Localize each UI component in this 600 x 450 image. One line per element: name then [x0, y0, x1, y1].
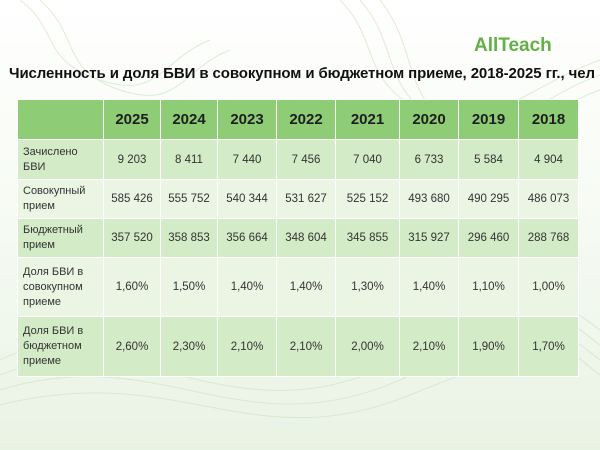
table-cell: 348 604 [276, 218, 336, 258]
table-cell: 540 344 [217, 179, 277, 219]
table-cell: 2,10% [399, 316, 459, 377]
table-cell: 6 733 [399, 139, 459, 180]
row-label: Доля БВИ в совокупном приеме [17, 257, 104, 317]
table-cell: 4 904 [518, 139, 579, 180]
table-cell: 7 440 [217, 139, 277, 180]
table-cell: 357 520 [103, 218, 161, 258]
table-cell: 1,30% [335, 257, 400, 317]
table-cell: 1,90% [458, 316, 519, 377]
table-cell: 1,40% [276, 257, 336, 317]
table-cell: 2,10% [276, 316, 336, 377]
table-cell: 5 584 [458, 139, 519, 180]
table-cell: 1,50% [160, 257, 218, 317]
table-cell: 490 295 [458, 179, 519, 219]
table-cell: 315 927 [399, 218, 459, 258]
table-cell: 1,00% [518, 257, 579, 317]
table-cell: 356 664 [217, 218, 277, 258]
table-cell: 1,40% [217, 257, 277, 317]
year-header: 2018 [518, 99, 579, 140]
row-label: Совокупный прием [17, 179, 104, 219]
table-cell: 2,00% [335, 316, 400, 377]
table-cell: 585 426 [103, 179, 161, 219]
table-cell: 345 855 [335, 218, 400, 258]
row-label: Бюджетный прием [17, 218, 104, 258]
table-cell: 493 680 [399, 179, 459, 219]
year-header: 2022 [276, 99, 336, 140]
table-cell: 296 460 [458, 218, 519, 258]
data-table: 2025 2024 2023 2022 2021 2020 2019 2018 … [17, 99, 579, 377]
table-row: Доля БВИ в бюджетном приеме 2,60% 2,30% … [17, 316, 579, 377]
row-label: Доля БВИ в бюджетном приеме [17, 316, 104, 377]
table-corner-cell [17, 99, 104, 140]
year-header: 2024 [160, 99, 218, 140]
table-cell: 358 853 [160, 218, 218, 258]
table-cell: 288 768 [518, 218, 579, 258]
table-row: Зачислено БВИ 9 203 8 411 7 440 7 456 7 … [17, 139, 579, 180]
table-cell: 486 073 [518, 179, 579, 219]
page-title: Численность и доля БВИ в совокупном и бю… [9, 65, 595, 82]
table-cell: 555 752 [160, 179, 218, 219]
table-cell: 9 203 [103, 139, 161, 180]
table-row: Бюджетный прием 357 520 358 853 356 664 … [17, 218, 579, 258]
table-cell: 8 411 [160, 139, 218, 180]
year-header: 2021 [335, 99, 400, 140]
table-cell: 531 627 [276, 179, 336, 219]
row-label: Зачислено БВИ [17, 139, 104, 180]
year-header: 2020 [399, 99, 459, 140]
table-cell: 1,70% [518, 316, 579, 377]
table-cell: 7 040 [335, 139, 400, 180]
table-row: Доля БВИ в совокупном приеме 1,60% 1,50%… [17, 257, 579, 317]
year-header: 2023 [217, 99, 277, 140]
year-header: 2025 [103, 99, 161, 140]
table-header-row: 2025 2024 2023 2022 2021 2020 2019 2018 [17, 99, 579, 140]
table-cell: 2,60% [103, 316, 161, 377]
table-cell: 2,10% [217, 316, 277, 377]
table-row: Совокупный прием 585 426 555 752 540 344… [17, 179, 579, 219]
brand-logo: AllTeach [474, 35, 552, 56]
table-cell: 1,60% [103, 257, 161, 317]
table-cell: 7 456 [276, 139, 336, 180]
year-header: 2019 [458, 99, 519, 140]
table-cell: 525 152 [335, 179, 400, 219]
table-cell: 1,40% [399, 257, 459, 317]
table-cell: 1,10% [458, 257, 519, 317]
table-cell: 2,30% [160, 316, 218, 377]
